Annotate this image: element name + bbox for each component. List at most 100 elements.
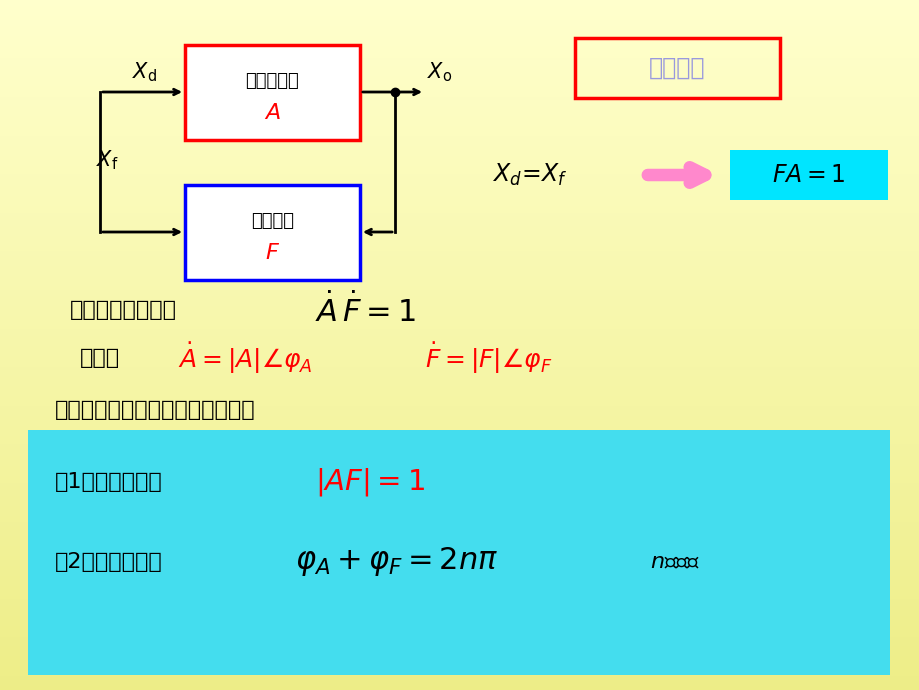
Bar [0,152,919,153]
Bar [0,580,919,581]
Bar [0,253,919,254]
Bar [0,116,919,117]
Bar [0,441,919,442]
Bar [0,518,919,519]
Bar [0,150,919,151]
Bar [0,500,919,501]
Bar [0,499,919,500]
Bar [0,336,919,337]
Bar [0,432,919,433]
Bar [0,368,919,369]
Bar [0,246,919,247]
Bar [0,226,919,227]
Bar [0,53,919,54]
Bar [0,390,919,391]
Bar [0,214,919,215]
Bar [0,227,919,228]
Bar [0,359,919,360]
Bar [0,268,919,269]
Bar [0,395,919,396]
Bar [0,514,919,515]
Text: 反馈网络: 反馈网络 [251,212,294,230]
Bar [0,315,919,316]
Bar [0,672,919,673]
Bar [0,245,919,246]
Bar [0,606,919,607]
Bar [0,458,919,459]
Bar [0,661,919,662]
Bar [0,202,919,203]
Bar [0,118,919,119]
Bar [0,318,919,319]
Bar [0,524,919,525]
Bar [0,374,919,375]
Text: （2）相位条件：: （2）相位条件： [55,552,163,572]
Bar [0,266,919,267]
Bar [0,337,919,338]
Bar [0,461,919,462]
Bar [0,558,919,559]
Bar [0,101,919,102]
Bar [0,308,919,309]
Text: $X_{\mathrm{f}}$: $X_{\mathrm{f}}$ [96,148,119,172]
Bar [0,204,919,205]
Bar [0,231,919,232]
Bar [0,530,919,531]
Bar [0,662,919,663]
Bar [0,398,919,399]
Bar [0,525,919,526]
Bar [0,637,919,638]
Bar [0,640,919,641]
Bar [0,38,919,39]
Bar [0,207,919,208]
Bar [0,221,919,222]
Bar [0,287,919,288]
Bar [0,77,919,78]
Bar [0,121,919,122]
Bar [0,519,919,520]
Bar [0,542,919,543]
Bar [0,663,919,664]
Bar [0,625,919,626]
Bar [0,587,919,588]
Bar [0,146,919,147]
Bar [0,113,919,114]
Bar [0,22,919,23]
Bar [0,492,919,493]
Bar [0,675,919,676]
Bar [0,506,919,507]
Bar [0,239,919,240]
Bar [0,673,919,674]
Bar [0,454,919,455]
Bar [0,592,919,593]
Bar [0,569,919,570]
Bar [0,465,919,466]
Bar [0,521,919,522]
Bar [0,82,919,83]
Bar [0,424,919,425]
Bar [0,223,919,224]
Bar [0,422,919,423]
Bar [0,557,919,558]
Text: $X_{\mathrm{o}}$: $X_{\mathrm{o}}$ [427,60,452,83]
Bar [0,262,919,263]
Bar [0,9,919,10]
Bar [0,494,919,495]
Bar [0,234,919,235]
Bar [0,684,919,685]
Bar [0,237,919,238]
Bar [0,643,919,644]
Bar [0,196,919,197]
Bar [0,233,919,234]
Bar [0,261,919,262]
Bar [0,384,919,385]
Bar [0,292,919,293]
Bar [0,595,919,596]
Bar [0,391,919,392]
Bar [0,254,919,255]
Bar [0,208,919,209]
Bar [0,386,919,387]
Bar [0,284,919,285]
Bar [0,108,919,109]
Bar [0,137,919,138]
